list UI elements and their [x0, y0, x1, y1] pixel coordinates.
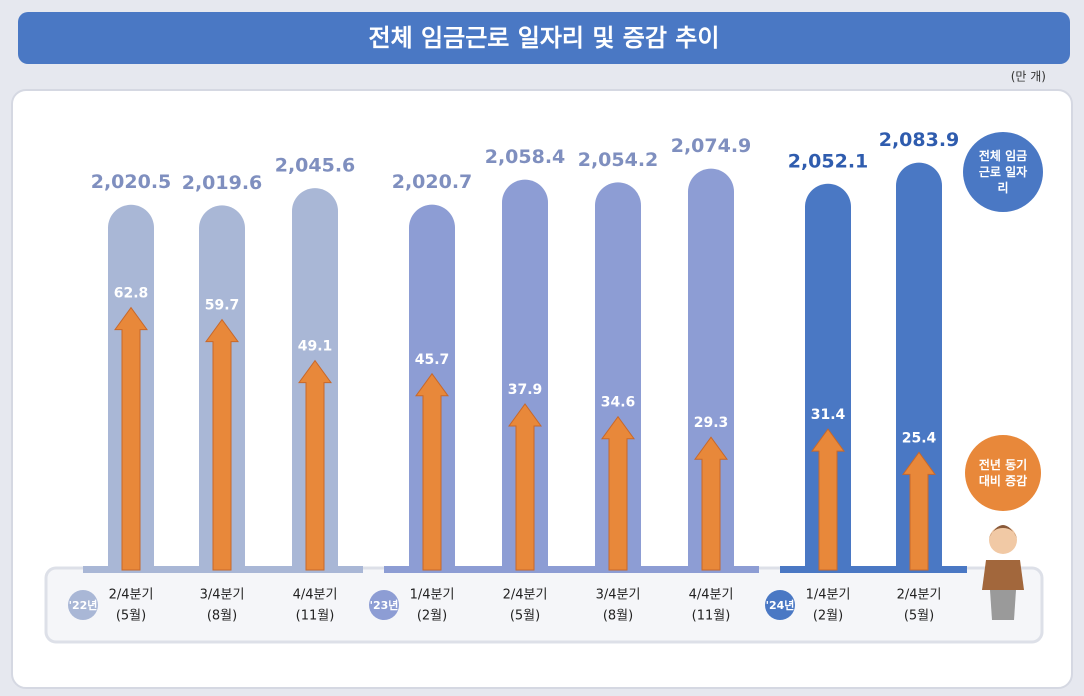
- value-label: 2,074.9: [671, 135, 752, 157]
- x-tick-label: 3/4분기: [596, 588, 641, 603]
- value-label: 2,045.6: [275, 155, 356, 177]
- bar: [595, 182, 641, 570]
- x-tick-sublabel: (5월): [116, 609, 146, 624]
- year-badge: [68, 590, 98, 620]
- x-tick-sublabel: (8월): [207, 609, 237, 624]
- year-label: '23년: [370, 598, 399, 612]
- x-tick-sublabel: (8월): [603, 609, 633, 624]
- unit-label: (만 개): [1011, 70, 1046, 84]
- x-tick-sublabel: (5월): [510, 609, 540, 624]
- change-arrow: [694, 436, 728, 571]
- bar: [502, 179, 548, 571]
- value-label: 2,054.2: [578, 149, 659, 171]
- legend-box: 전체 임금근로 일자리: [978, 148, 1028, 196]
- x-tick-label: 2/4분기: [109, 588, 154, 603]
- x-tick-label: 2/4분기: [503, 588, 548, 603]
- change-label: 29.3: [694, 415, 729, 431]
- legend-box: 전년 동기대비 증감: [978, 457, 1028, 488]
- value-label: 2,020.5: [91, 171, 172, 193]
- x-tick-label: 4/4분기: [293, 588, 338, 603]
- value-label: 2,052.1: [788, 150, 869, 172]
- x-tick-sublabel: (2월): [813, 609, 843, 624]
- value-label: 2,058.4: [485, 146, 566, 168]
- group-baseline: [780, 566, 967, 573]
- change-arrow: [601, 415, 635, 571]
- legend-badge: [965, 435, 1041, 511]
- change-arrow: [415, 372, 449, 571]
- year-badge: [369, 590, 399, 620]
- change-label: 34.6: [601, 395, 636, 411]
- change-arrow: [298, 359, 332, 571]
- person-icon: [982, 525, 1024, 620]
- category-strip: [44, 566, 1044, 644]
- change-label: 59.7: [205, 298, 240, 314]
- x-tick-sublabel: (11월): [296, 609, 335, 624]
- change-label: 45.7: [415, 352, 450, 368]
- change-label: 37.9: [508, 382, 543, 398]
- bar: [805, 183, 851, 571]
- bar: [688, 168, 734, 570]
- change-arrow: [205, 318, 239, 571]
- change-label: 31.4: [811, 407, 846, 423]
- year-badge: [765, 590, 795, 620]
- change-arrow: [902, 451, 936, 571]
- change-arrow: [508, 403, 542, 571]
- year-label: '22년: [69, 598, 98, 612]
- year-label: '24년: [766, 598, 795, 612]
- value-label: 2,083.9: [879, 129, 960, 151]
- change-arrow: [114, 306, 148, 571]
- legend-label: 전체 임금근로 일자리: [978, 148, 1028, 196]
- legend-label: 전년 동기대비 증감: [978, 457, 1028, 488]
- x-tick-label: 2/4분기: [897, 588, 942, 603]
- x-tick-label: 4/4분기: [689, 588, 734, 603]
- change-label: 25.4: [902, 430, 937, 446]
- x-tick-label: 1/4분기: [806, 588, 851, 603]
- x-tick-sublabel: (2월): [417, 609, 447, 624]
- title-banner: [18, 12, 1070, 64]
- x-tick-label: 3/4분기: [200, 588, 245, 603]
- x-tick-sublabel: (5월): [904, 609, 934, 624]
- group-baseline: [384, 566, 759, 573]
- value-label: 2,019.6: [182, 172, 263, 194]
- change-label: 62.8: [114, 286, 149, 302]
- chart-title: 전체 임금근로 일자리 및 증감 추이: [369, 24, 720, 52]
- change-arrow: [811, 428, 845, 571]
- x-tick-label: 1/4분기: [410, 588, 455, 603]
- value-label: 2,020.7: [392, 171, 473, 193]
- legend-badge: [963, 132, 1043, 212]
- x-tick-sublabel: (11월): [692, 609, 731, 624]
- change-label: 49.1: [298, 339, 333, 355]
